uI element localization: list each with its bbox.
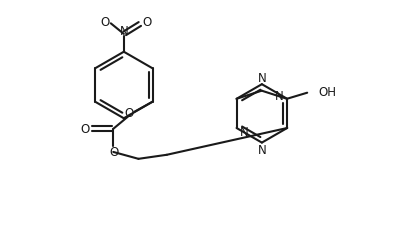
Text: O: O <box>100 16 109 29</box>
Text: N: N <box>257 71 266 85</box>
Text: O: O <box>80 123 89 136</box>
Text: O: O <box>109 146 118 159</box>
Text: N: N <box>240 125 248 138</box>
Text: O: O <box>124 107 133 120</box>
Text: N: N <box>257 143 266 156</box>
Text: N: N <box>274 90 283 103</box>
Text: O: O <box>142 16 151 29</box>
Text: OH: OH <box>318 86 336 99</box>
Text: N: N <box>119 25 128 38</box>
